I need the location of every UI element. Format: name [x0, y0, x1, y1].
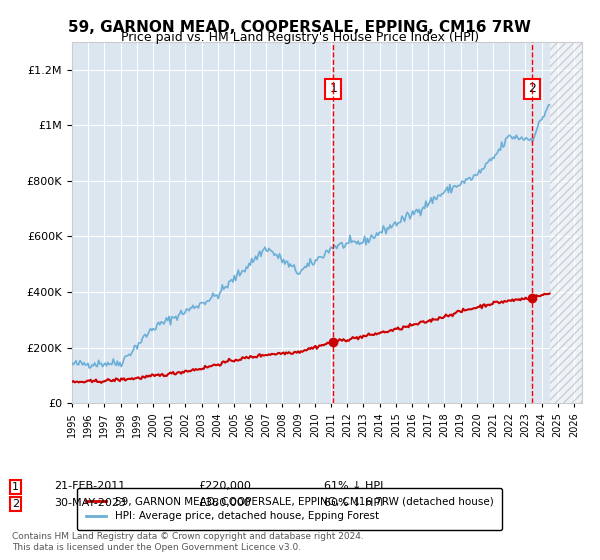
Text: 60% ↓ HPI: 60% ↓ HPI [324, 498, 383, 508]
Bar [550, 42, 582, 403]
Text: 1: 1 [329, 82, 337, 95]
Text: 30-MAY-2023: 30-MAY-2023 [54, 498, 126, 508]
Text: 1: 1 [12, 482, 19, 492]
Text: 2: 2 [528, 82, 536, 95]
Text: Price paid vs. HM Land Registry's House Price Index (HPI): Price paid vs. HM Land Registry's House … [121, 31, 479, 44]
Legend: 59, GARNON MEAD, COOPERSALE, EPPING, CM16 7RW (detached house), HPI: Average pri: 59, GARNON MEAD, COOPERSALE, EPPING, CM1… [77, 488, 502, 530]
Text: 59, GARNON MEAD, COOPERSALE, EPPING, CM16 7RW: 59, GARNON MEAD, COOPERSALE, EPPING, CM1… [68, 20, 532, 35]
Text: 21-FEB-2011: 21-FEB-2011 [54, 481, 125, 491]
Text: Contains HM Land Registry data © Crown copyright and database right 2024.
This d: Contains HM Land Registry data © Crown c… [12, 532, 364, 552]
Text: 61% ↓ HPI: 61% ↓ HPI [324, 481, 383, 491]
Text: 2: 2 [12, 499, 19, 509]
Text: £380,000: £380,000 [198, 498, 251, 508]
Text: £220,000: £220,000 [198, 481, 251, 491]
